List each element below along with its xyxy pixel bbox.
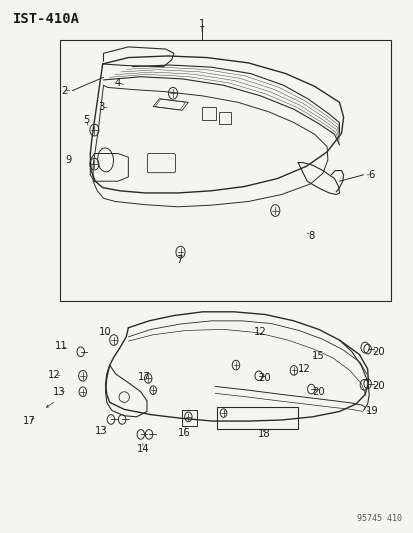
Text: 2: 2: [61, 86, 67, 95]
Text: 12: 12: [253, 327, 266, 336]
Text: 18: 18: [257, 430, 270, 439]
Text: 8: 8: [307, 231, 314, 240]
Text: 15: 15: [311, 351, 323, 360]
Text: 16: 16: [178, 428, 190, 438]
Text: IST-410A: IST-410A: [12, 12, 79, 26]
Text: 19: 19: [365, 407, 377, 416]
Text: 17: 17: [23, 416, 35, 426]
Text: 14: 14: [136, 444, 149, 454]
Text: 20: 20: [312, 387, 324, 397]
Text: 3: 3: [98, 102, 104, 111]
Text: 7: 7: [176, 255, 182, 265]
Text: 5: 5: [83, 115, 89, 125]
Text: 12: 12: [297, 364, 310, 374]
Text: 12: 12: [48, 370, 61, 379]
Text: 4: 4: [114, 78, 121, 87]
Text: 13: 13: [95, 426, 107, 435]
Text: 6: 6: [368, 170, 374, 180]
Text: 20: 20: [257, 374, 270, 383]
Text: 17: 17: [138, 373, 150, 382]
Text: 95745 410: 95745 410: [356, 514, 401, 523]
Bar: [182, 410, 196, 426]
Text: 11: 11: [55, 342, 67, 351]
Text: 20: 20: [372, 382, 384, 391]
Text: 1: 1: [198, 19, 205, 29]
Text: 20: 20: [372, 347, 384, 357]
Text: 10: 10: [99, 327, 112, 336]
Text: 9: 9: [65, 155, 71, 165]
Text: 13: 13: [52, 387, 65, 397]
Bar: [60, 40, 390, 301]
Bar: [217, 407, 297, 429]
